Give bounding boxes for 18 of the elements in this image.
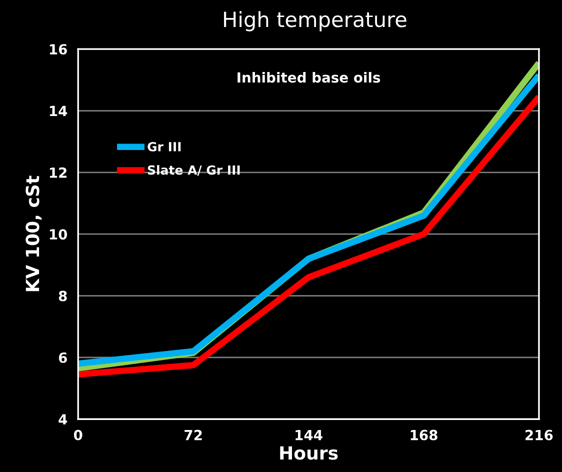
x-tick-label: 144 — [296, 430, 322, 440]
legend-label: Slate A/ Gr III — [148, 165, 240, 176]
y-axis-title: KV 100, cSt — [26, 176, 42, 292]
y-tick-label: 16 — [50, 44, 67, 55]
legend-label: Gr III — [148, 142, 181, 152]
y-tick-label: 4 — [58, 414, 68, 424]
y-tick-label: 14 — [50, 106, 68, 116]
text: Inhibited base oils — [238, 72, 380, 83]
x-tick-label: 0 — [74, 430, 82, 440]
x-tick-label: 168 — [410, 430, 438, 440]
x-axis-title: Hours — [280, 446, 338, 460]
x-tick-label: 72 — [184, 430, 202, 440]
chart-title: High temperature — [224, 11, 406, 32]
x-tick-label: 216 — [526, 430, 553, 440]
y-tick-label: 6 — [58, 352, 67, 363]
y-tick-label: 10 — [50, 229, 68, 240]
y-tick-label: 8 — [58, 290, 67, 302]
y-tick-label: 12 — [50, 167, 66, 178]
